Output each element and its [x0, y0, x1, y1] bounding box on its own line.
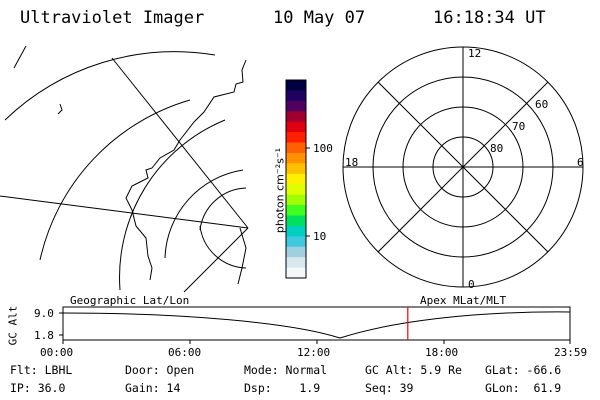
colorbar-cell — [286, 80, 306, 92]
polar-ring-label-70: 70 — [512, 120, 526, 133]
strip-xtick-label-0000: 00:00 — [40, 346, 74, 359]
coastline — [125, 59, 247, 281]
glon-readout: GLon: 61.9 — [485, 381, 562, 395]
colorbar-cell — [286, 184, 306, 196]
polar-plot — [342, 46, 584, 288]
colorbar-cell — [286, 225, 306, 237]
colorbar-label-100: 100 — [313, 142, 333, 155]
altitude-curve — [62, 311, 571, 339]
map-arc-2 — [39, 99, 191, 261]
door-readout: Door: Open — [125, 363, 195, 377]
colorbar — [285, 79, 310, 279]
colorbar-cell — [286, 142, 306, 154]
ip-readout: IP: 36.0 — [10, 381, 66, 395]
map-arc-5 — [199, 187, 247, 231]
dsp-readout: Dsp: 1.9 — [244, 381, 321, 395]
filter-readout: Flt: LBHL — [10, 363, 73, 377]
colorbar-cell — [286, 132, 306, 144]
colorbar-label-10: 10 — [313, 230, 327, 243]
strip-right-title: Apex MLat/MLT — [420, 294, 507, 307]
colorbar-cell — [286, 246, 306, 258]
colorbar-cell — [286, 152, 306, 164]
polar-diagonal-b — [377, 81, 549, 253]
geographic-map — [0, 45, 249, 293]
strip-frame — [62, 306, 571, 341]
polar-label-18: 18 — [345, 156, 359, 169]
meridian-a — [111, 57, 249, 229]
strip-left-title: Geographic Lat/Lon — [70, 294, 190, 307]
gain-readout: Gain: 14 — [125, 381, 181, 395]
meridian-b — [0, 195, 249, 229]
meridian-d — [13, 45, 27, 69]
colorbar-cell — [286, 111, 306, 123]
seq-readout: Seq: 39 — [365, 381, 414, 395]
polar-label-12: 12 — [468, 47, 482, 60]
colorbar-cell — [286, 173, 306, 185]
colorbar-unit-label: photon cm⁻²s⁻¹ — [273, 147, 287, 234]
colorbar-cell — [286, 194, 306, 206]
mode-readout: Mode: Normal — [244, 363, 328, 377]
map-arc-3 — [119, 119, 226, 291]
map-arc-6 — [199, 225, 247, 269]
polar-ring-label-80: 80 — [490, 142, 504, 155]
colorbar-cell — [286, 267, 306, 279]
polar-label-0: 0 — [468, 278, 475, 291]
colorbar-cell — [286, 100, 306, 112]
strip-xtick-label-1800: 18:00 — [425, 346, 459, 359]
colorbar-frame — [285, 79, 307, 279]
colorbar-cell — [286, 236, 306, 248]
colorbar-cell — [286, 90, 306, 102]
strip-axis-title: GC Alt — [6, 305, 20, 346]
meridian-c — [183, 227, 249, 293]
map-arc-outer — [4, 51, 216, 121]
strip-chart — [59, 306, 571, 344]
island-outline — [237, 227, 247, 285]
strip-xtick-label-1200: 12:00 — [297, 346, 331, 359]
colorbar-cell — [286, 215, 306, 227]
time-label: 16:18:34 UT — [433, 8, 546, 28]
strip-xtick-label-2359: 23:59 — [554, 346, 588, 359]
strip-y-top-label: 9.0 — [34, 307, 54, 320]
glat-readout: GLat: -66.6 — [485, 363, 562, 377]
colorbar-cell — [286, 257, 306, 269]
map-arc-4 — [164, 169, 244, 259]
colorbar-cell — [286, 163, 306, 175]
instrument-title: Ultraviolet Imager — [20, 8, 205, 28]
gc-alt-readout: GC Alt: 5.9 Re — [365, 363, 462, 377]
strip-y-bottom-label: 1.8 — [34, 329, 54, 342]
colorbar-cell — [286, 205, 306, 217]
colorbar-cell — [286, 121, 306, 133]
polar-ring-label-60: 60 — [535, 98, 549, 111]
polar-label-6: 6 — [577, 156, 584, 169]
strip-xtick-label-0600: 06:00 — [168, 346, 202, 359]
small-coast — [57, 103, 63, 115]
date-label: 10 May 07 — [273, 8, 366, 28]
